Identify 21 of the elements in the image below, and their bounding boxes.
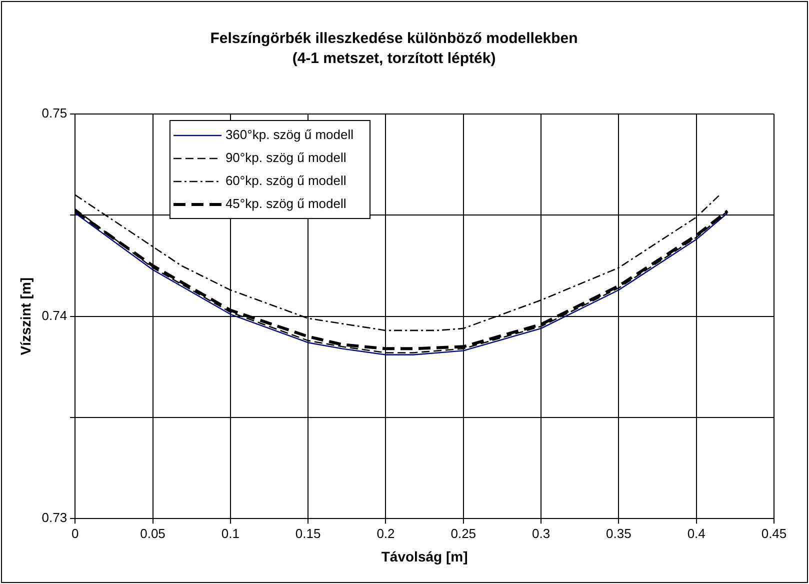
x-tick-label: 0.45 <box>761 526 787 541</box>
x-tick-label: 0.4 <box>687 526 706 541</box>
x-tick-label: 0.35 <box>606 526 632 541</box>
chart-title: Felszíngörbék illeszkedése különböző modellekben <box>210 30 578 48</box>
x-tick-label: 0.25 <box>450 526 476 541</box>
y-tick-label: 0.73 <box>42 510 68 526</box>
x-tick-label: 0.1 <box>221 526 240 541</box>
y-tick-label: 0.75 <box>42 106 68 121</box>
chart-subtitle: (4-1 metszet, torzított lépték) <box>292 50 496 68</box>
x-axis-title: Távolság [m] <box>381 548 468 564</box>
legend-label: 45°kp. szög ű modell <box>225 196 346 212</box>
x-tick-label: 0.15 <box>295 526 321 541</box>
x-tick-label: 0 <box>71 526 79 541</box>
legend-label: 360°kp. szög ű modell <box>225 127 354 142</box>
x-tick-label: 0.3 <box>532 526 550 541</box>
y-axis-title: Vízszint [m] <box>17 277 34 356</box>
legend-label: 60°kp. szög ű modell <box>225 173 346 188</box>
legend-label: 90°kp. szög ű modell <box>225 150 346 166</box>
x-tick-label: 0.05 <box>140 526 166 541</box>
x-tick-label: 0.2 <box>376 526 395 541</box>
y-tick-label: 0.74 <box>42 308 68 323</box>
